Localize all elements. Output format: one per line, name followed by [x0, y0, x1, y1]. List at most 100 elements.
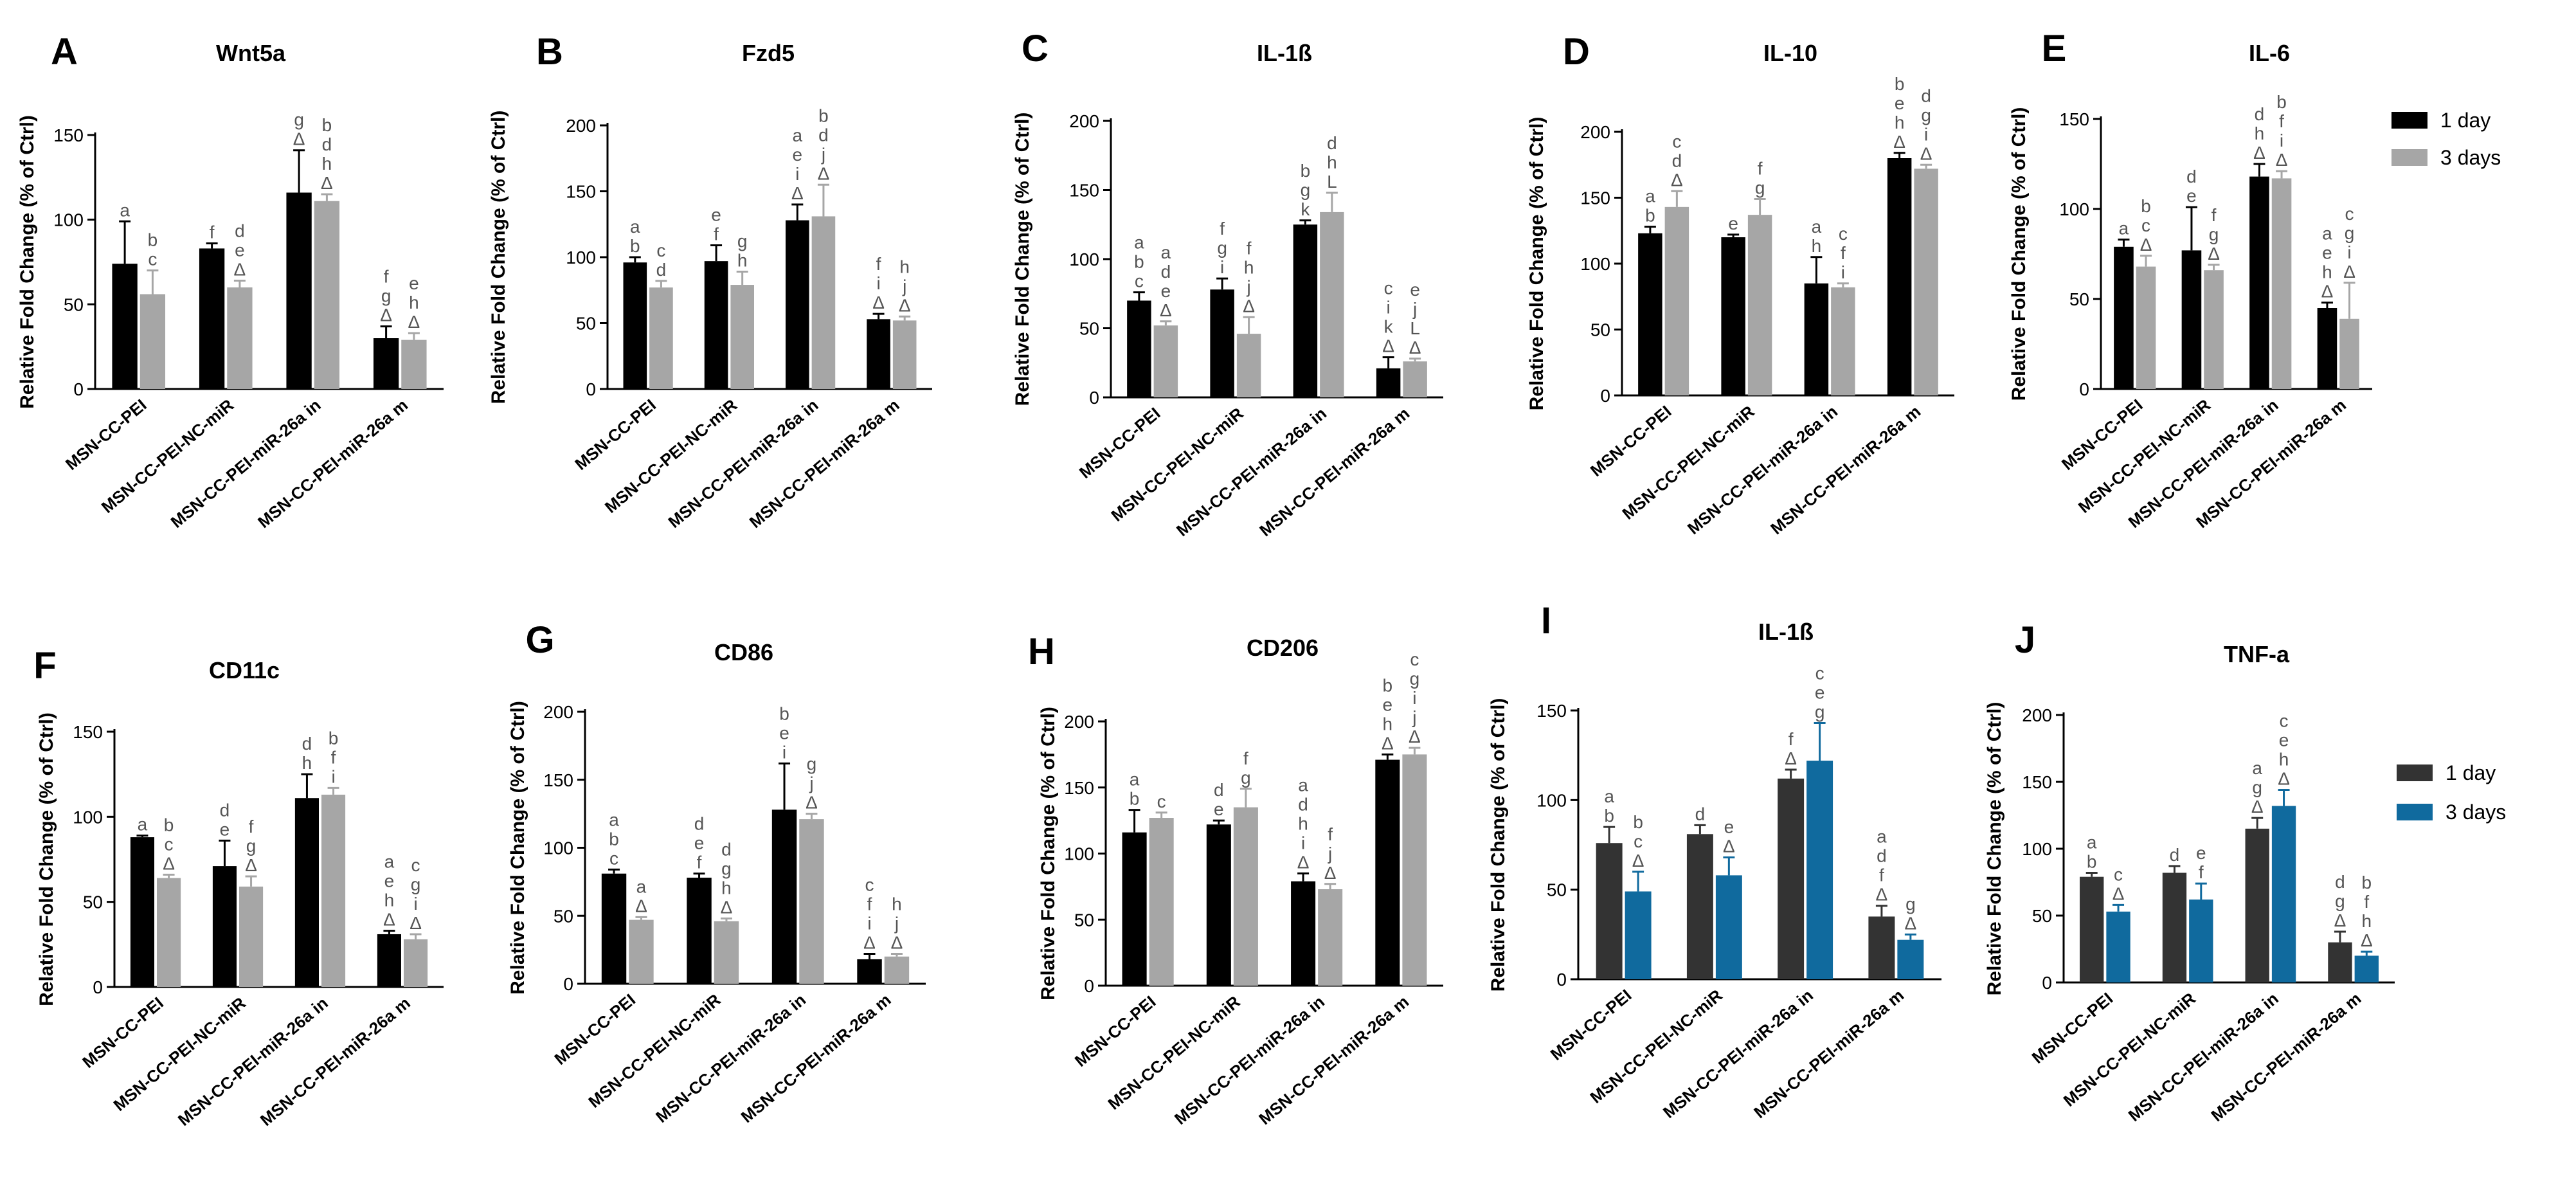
significance-label: h [2255, 123, 2265, 143]
significance-label: k [1301, 199, 1310, 219]
significance-label: c [609, 848, 618, 868]
significance-label: Δ [1160, 300, 1172, 320]
significance-label: c [1815, 664, 1824, 683]
significance-label: b [1130, 789, 1140, 809]
significance-label: Δ [293, 129, 305, 149]
significance-label: Δ [1876, 885, 1888, 905]
significance-label: e [1161, 281, 1171, 301]
bar-1day [1887, 158, 1912, 395]
x-tick-label: MSN-CC-PEI-miR-26a in [174, 993, 332, 1130]
bar-1day [1375, 759, 1400, 986]
y-axis-label: Relative Fold Change (% of Ctrl) [1526, 117, 1547, 411]
significance-label: h [1812, 236, 1822, 256]
significance-label: Δ [163, 853, 175, 873]
significance-label: b [164, 815, 174, 835]
significance-label: a [1298, 775, 1308, 795]
y-axis-label: Relative Fold Change (% of Ctrl) [1488, 698, 1509, 992]
significance-label: c [411, 855, 420, 875]
bar-1day [286, 192, 312, 389]
significance-label: h [2322, 262, 2332, 282]
significance-label: c [2345, 204, 2354, 224]
legend-top: 1 day 3 days [2391, 109, 2501, 169]
y-tick-label: 200 [543, 702, 573, 722]
significance-label: g [1921, 105, 1931, 125]
y-tick-label: 50 [2032, 906, 2052, 926]
significance-label: h [384, 891, 395, 910]
panel-title: IL-1ß [1758, 619, 1814, 645]
bar-3days [714, 921, 739, 984]
significance-label: f [384, 267, 389, 287]
bar-1day [1778, 778, 1805, 979]
y-tick-label: 100 [73, 807, 103, 827]
x-tick-label: MSN-CC-PEI-miR-26a in [2125, 989, 2282, 1125]
significance-label: h [2362, 911, 2372, 931]
y-tick-label: 100 [1536, 790, 1567, 810]
significance-label: i [1924, 124, 1928, 144]
significance-label: f [2364, 892, 2369, 912]
bar-3days [2271, 806, 2296, 982]
significance-label: e [779, 723, 789, 743]
bar-3days [1747, 215, 1772, 395]
significance-label: g [1410, 669, 1420, 689]
x-tick-label: MSN-CC-PEI-miR-26a m [1255, 992, 1412, 1128]
bar-3days [1664, 206, 1689, 395]
significance-label: a [2087, 832, 2097, 852]
significance-label: i [1841, 262, 1845, 282]
significance-label: b [1895, 74, 1905, 94]
significance-label: Δ [806, 793, 818, 813]
significance-label: c [656, 240, 665, 260]
bar-1day [2245, 828, 2269, 982]
legend-bottom-label-3days: 3 days [2445, 800, 2506, 824]
bar-1day [601, 873, 627, 984]
bar-1day [1804, 283, 1829, 395]
significance-label: i [1412, 688, 1416, 708]
bar-1day [212, 866, 237, 987]
significance-label: Δ [1632, 851, 1644, 871]
y-tick-label: 0 [1556, 970, 1567, 990]
significance-label: b [148, 230, 158, 250]
bar-1day [1376, 368, 1401, 397]
significance-label: c [1135, 271, 1144, 291]
legend-bottom-swatch-3days [2397, 804, 2433, 820]
y-tick-label: 100 [543, 838, 573, 858]
x-tick-label: MSN-CC-PEI-miR-26a m [1750, 986, 1907, 1122]
bar-1day [786, 220, 809, 389]
significance-label: i [1220, 257, 1224, 277]
significance-label: f [2279, 111, 2284, 131]
significance-label: h [1244, 257, 1254, 277]
significance-label: g [2209, 224, 2219, 244]
bar-1day [2328, 942, 2352, 982]
panel-title: IL-10 [1763, 40, 1817, 66]
significance-label: c [1634, 831, 1643, 851]
x-tick-label: MSN-CC-PEI-miR-26a in [1171, 992, 1328, 1128]
significance-label: a [138, 814, 148, 834]
y-tick-label: 150 [566, 182, 596, 202]
x-tick-label: MSN-CC-PEI [1071, 992, 1160, 1071]
significance-label: c [1157, 791, 1166, 811]
significance-label: d [1695, 804, 1706, 824]
significance-label: f [1788, 729, 1794, 749]
significance-label: Δ [410, 913, 422, 933]
significance-label: e [235, 240, 245, 260]
significance-label: Δ [2253, 143, 2265, 163]
x-tick-label: MSN-CC-PEI-miR-26a m [254, 395, 411, 532]
significance-label: Δ [1324, 863, 1337, 883]
panel-title: Wnt5a [216, 40, 286, 66]
significance-label: e [1214, 799, 1224, 819]
significance-label: Δ [791, 183, 804, 203]
significance-label: Δ [2278, 768, 2290, 788]
y-tick-label: 0 [1600, 386, 1610, 406]
y-tick-label: 100 [1064, 844, 1094, 864]
y-tick-label: 150 [1064, 778, 1094, 798]
significance-label: b [1301, 161, 1311, 181]
bar-3days [1806, 761, 1833, 979]
panel-letter: C [1022, 28, 1049, 69]
panel-letter: E [2042, 28, 2067, 69]
significance-label: a [2119, 219, 2129, 239]
significance-label: d [2335, 872, 2345, 892]
panel-E: E IL-6 Relative Fold Change (% of Ctrl) 0 50… [2008, 28, 2372, 532]
bar-1day [1721, 237, 1745, 395]
legend-bottom: 1 day 3 days [2397, 761, 2506, 824]
bar-1day [857, 959, 882, 984]
panel-title: Fzd5 [742, 40, 795, 66]
